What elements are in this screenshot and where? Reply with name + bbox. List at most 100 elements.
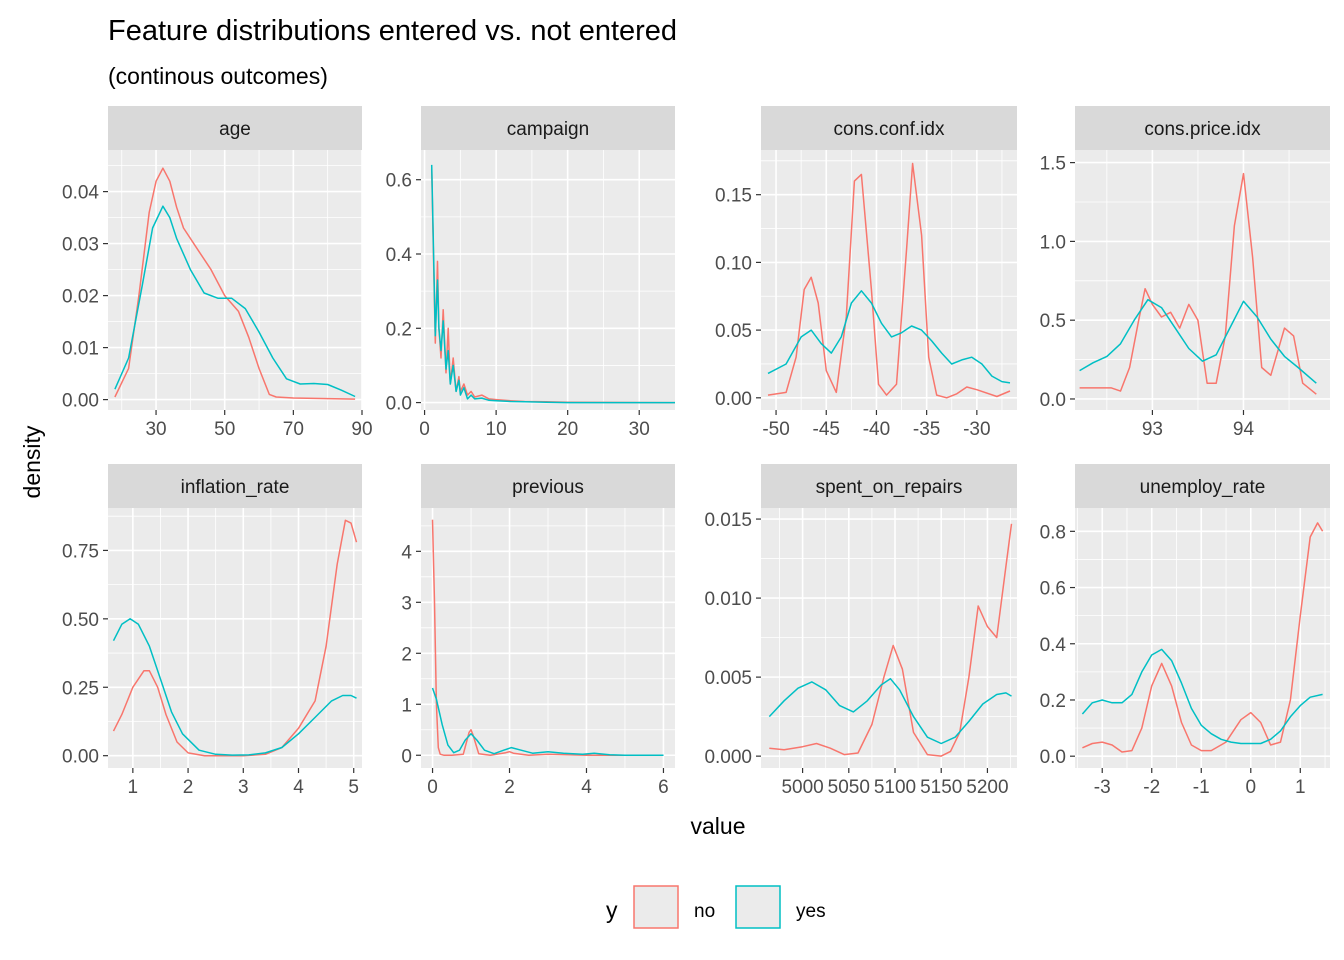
strip-label-unemploy-rate: unemploy_rate xyxy=(1140,477,1266,498)
strip-spent-on-repairs xyxy=(761,464,1017,508)
strip-previous xyxy=(421,464,675,508)
y-tick-label: 0.2 xyxy=(1040,691,1066,712)
x-tick-label: 93 xyxy=(1142,419,1163,440)
x-tick-label: 2 xyxy=(504,777,515,798)
x-tick-label: 3 xyxy=(238,777,249,798)
series-line-no-previous xyxy=(431,519,664,757)
strip-label-previous: previous xyxy=(512,477,584,498)
panel-bg-unemploy-rate xyxy=(1075,508,1330,768)
x-tick-label: -1 xyxy=(1193,777,1210,798)
x-tick-label: 20 xyxy=(557,419,578,440)
y-tick-label: 0.00 xyxy=(62,747,99,768)
series-line-yes-unemploy-rate xyxy=(1081,648,1323,745)
y-tick-label: 0.0 xyxy=(1040,747,1066,768)
y-tick-label: 0.03 xyxy=(62,235,99,256)
series-line-yes-cons-price-idx xyxy=(1079,298,1317,384)
x-tick-label: 2 xyxy=(183,777,194,798)
legend-key-no xyxy=(634,886,678,928)
x-tick-label: 1 xyxy=(128,777,139,798)
series-line-yes-previous xyxy=(431,687,664,757)
x-tick-label: 0 xyxy=(1245,777,1256,798)
x-axis-title: value xyxy=(691,813,746,839)
x-tick-label: 5000 xyxy=(781,777,823,798)
x-tick-label: 5150 xyxy=(920,777,962,798)
y-tick-label: 0.75 xyxy=(62,541,99,562)
y-tick-label: 0.2 xyxy=(386,319,412,340)
y-tick-label: 0.015 xyxy=(704,510,752,531)
x-tick-label: 5050 xyxy=(828,777,870,798)
chart-subtitle: (continous outcomes) xyxy=(108,63,328,89)
strip-cons-conf-idx xyxy=(761,106,1017,150)
strip-inflation-rate xyxy=(108,464,362,508)
x-tick-label: -45 xyxy=(813,419,840,440)
series-line-yes-campaign xyxy=(430,164,675,404)
series-line-yes-inflation-rate xyxy=(112,618,357,756)
x-tick-label: 30 xyxy=(145,419,166,440)
legend: y no yes xyxy=(606,885,826,929)
y-tick-label: 1 xyxy=(401,695,412,716)
y-tick-label: 0.0 xyxy=(386,394,412,415)
y-tick-label: 0.04 xyxy=(62,183,99,204)
x-tick-label: -30 xyxy=(963,419,990,440)
y-tick-label: 0.02 xyxy=(62,287,99,308)
x-tick-label: 5200 xyxy=(966,777,1008,798)
panel-bg-cons-conf-idx xyxy=(761,150,1017,410)
series-line-yes-cons-conf-idx xyxy=(767,290,1011,384)
series-line-no-cons-price-idx xyxy=(1079,172,1317,395)
series-line-no-spent-on-repairs xyxy=(769,523,1013,757)
x-tick-label: 5 xyxy=(348,777,359,798)
series-line-no-inflation-rate xyxy=(112,519,358,757)
y-tick-label: 0.6 xyxy=(1040,579,1066,600)
y-tick-label: 0.25 xyxy=(62,678,99,699)
strip-age xyxy=(108,106,362,150)
y-tick-label: 0.05 xyxy=(715,321,752,342)
y-tick-label: 0.50 xyxy=(62,610,99,631)
series-line-yes-age xyxy=(114,205,356,398)
x-tick-label: 6 xyxy=(658,777,669,798)
strip-label-age: age xyxy=(219,119,251,140)
panel-bg-age xyxy=(108,150,362,410)
x-tick-label: 4 xyxy=(293,777,304,798)
strip-label-cons-conf-idx: cons.conf.idx xyxy=(834,119,945,140)
y-tick-label: 0.010 xyxy=(704,589,752,610)
legend-title: y xyxy=(606,897,618,923)
y-tick-label: 0.0 xyxy=(1040,390,1066,411)
y-tick-label: 0 xyxy=(401,746,412,767)
x-tick-label: 0 xyxy=(427,777,438,798)
panel-inflation-rate: inflation_rate 1 2 3 4 5 0.00 0.25 0.50 0.75 xyxy=(62,464,362,798)
x-tick-label: 5100 xyxy=(874,777,916,798)
y-tick-label: 0.00 xyxy=(62,391,99,412)
legend-key-yes xyxy=(736,886,780,928)
y-tick-label: 2 xyxy=(401,644,412,665)
panel-bg-campaign xyxy=(421,150,675,410)
x-tick-label: -50 xyxy=(762,419,789,440)
panel-cons-conf-idx: cons.conf.idx -50 -45 -40 -35 -30 0.00 0.05 0.10… xyxy=(715,106,1017,440)
legend-key-yes-outline xyxy=(735,885,781,929)
y-tick-label: 0.15 xyxy=(715,186,752,207)
legend-label-no: no xyxy=(694,901,715,922)
y-tick-label: 0.8 xyxy=(1040,522,1066,543)
y-axis-title: density xyxy=(19,425,45,498)
series-line-no-cons-conf-idx xyxy=(767,162,1011,399)
x-tick-label: 4 xyxy=(581,777,592,798)
x-tick-label: 10 xyxy=(486,419,507,440)
y-tick-label: 0.4 xyxy=(1040,635,1067,656)
chart-title: Feature distributions entered vs. not en… xyxy=(108,15,677,47)
legend-key-no-outline xyxy=(633,885,679,929)
strip-label-campaign: campaign xyxy=(507,119,589,140)
x-tick-label: -35 xyxy=(913,419,940,440)
x-tick-label: 70 xyxy=(283,419,304,440)
panel-cons-price-idx: cons.price.idx 93 94 0.0 0.5 1.0 1.5 xyxy=(1040,106,1330,440)
series-line-no-unemploy-rate xyxy=(1082,522,1324,753)
y-tick-label: 0.6 xyxy=(386,171,412,192)
y-tick-label: 0.01 xyxy=(62,339,99,360)
y-tick-label: 3 xyxy=(401,593,412,614)
series-line-yes-spent-on-repairs xyxy=(768,677,1012,745)
x-tick-label: 50 xyxy=(214,419,235,440)
y-tick-label: 0.005 xyxy=(704,668,752,689)
series-line-no-age xyxy=(114,167,356,400)
y-tick-label: 0.5 xyxy=(1040,311,1066,332)
y-tick-label: 0.10 xyxy=(715,253,752,274)
panel-spent-on-repairs: spent_on_repairs 5000 5050 5100 5150 5200 0.00… xyxy=(704,464,1017,798)
